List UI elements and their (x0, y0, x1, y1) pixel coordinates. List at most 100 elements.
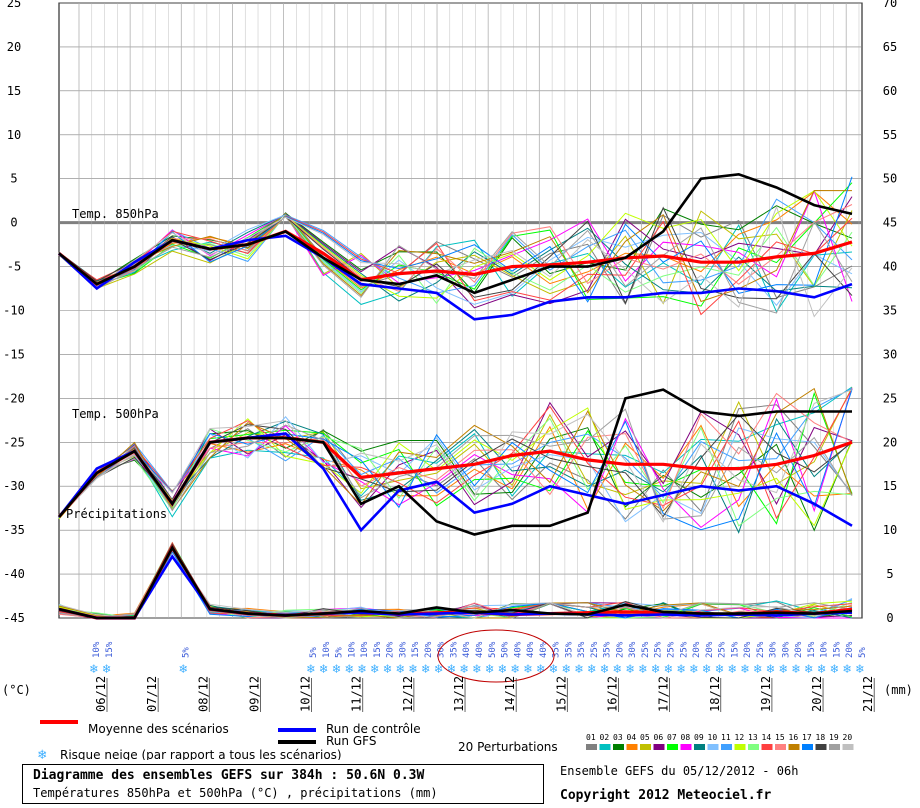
member-swatch (748, 744, 759, 750)
member-swatch (775, 744, 786, 750)
member-id-label: 09 (694, 733, 704, 742)
snow-percent-label: 20% (794, 641, 804, 658)
left-tick-label: 25 (7, 0, 21, 10)
left-tick-label: -40 (3, 567, 25, 581)
snowflake-icon: ❄ (89, 662, 98, 677)
snowflake-icon: ❄ (178, 662, 187, 677)
snowflake-icon: ❄ (702, 662, 711, 677)
right-tick-label: 10 (883, 523, 897, 537)
member-t500-line (58, 417, 853, 534)
snow-percent-label: 5% (181, 647, 191, 658)
snowflake-icon: ❄ (842, 662, 851, 677)
right-tick-label: 70 (883, 0, 897, 10)
snowflake-icon: ❄ (587, 662, 596, 677)
left-tick-label: 10 (7, 128, 21, 142)
snowflake-icon: ❄ (434, 662, 443, 677)
label-t850: Temp. 850hPa (72, 207, 159, 221)
member-t500-line (58, 386, 853, 518)
member-t500-line (58, 407, 853, 527)
member-t500-line (58, 404, 853, 520)
snow-percent-label: 5% (309, 647, 319, 658)
snow-percent-label: 15% (411, 641, 421, 658)
series-precip-line (58, 554, 853, 620)
member-t850-line (58, 198, 853, 294)
snow-percent-label: 30% (769, 641, 779, 658)
series-t500-line (58, 388, 852, 536)
x-tick-label: 14/12 (503, 676, 517, 712)
right-tick-label: 25 (883, 391, 897, 405)
snow-percent-label: 40% (526, 641, 536, 658)
footer-subtitle: Températures 850hPa et 500hPa (°C) , pré… (33, 786, 438, 800)
snowflake-icon: ❄ (817, 662, 826, 677)
snowflake-icon: ❄ (600, 662, 609, 677)
snowflake-icon: ❄ (855, 662, 864, 677)
x-axis-labels: 06/12 07/12 08/12 09/12 10/12 11/12 12/12 13/12… (94, 676, 875, 712)
snow-percent-label: 25% (756, 641, 766, 658)
snowflake-icon: ❄ (510, 662, 519, 677)
member-swatch (680, 744, 692, 750)
member-id-label: 03 (613, 733, 623, 742)
member-id-label: 13 (748, 733, 758, 742)
snow-percent-label: 30% (437, 641, 447, 658)
snow-percent-label: 25% (718, 641, 728, 658)
snowflake-icon: ❄ (549, 662, 558, 677)
right-tick-label: 45 (883, 216, 897, 230)
snowflake-icon: ❄ (421, 662, 430, 677)
legend-control: Run de contrôle (326, 722, 421, 736)
member-swatch (761, 744, 773, 750)
member-swatch (640, 744, 651, 750)
snow-percent-label: 25% (667, 641, 677, 658)
left-tick-label: -45 (3, 611, 25, 625)
snow-percent-label: 15% (730, 641, 740, 658)
left-tick-label: -30 (3, 479, 25, 493)
snow-percent-label: 20% (705, 641, 715, 658)
right-tick-label: 0 (886, 611, 893, 625)
member-t850-line (58, 176, 853, 303)
x-tick-label: 12/12 (401, 676, 415, 712)
snowflake-icon: ❄ (446, 662, 455, 677)
snow-highlight-circle (437, 629, 555, 683)
member-swatch (586, 744, 597, 750)
member-id-label: 12 (735, 733, 745, 742)
snowflake-icon: ❄ (676, 662, 685, 677)
snow-percent-label: 20% (845, 641, 855, 658)
snow-percent-label: 20% (743, 641, 753, 658)
snow-percent-label: 15% (832, 641, 842, 658)
member-t850-line (58, 189, 853, 303)
member-swatch (694, 744, 705, 750)
legend-gfs: Run GFS (326, 734, 376, 748)
snow-percent-label: 5% (335, 647, 345, 658)
member-id-label: 18 (816, 733, 826, 742)
snowflake-icon: ❄ (523, 662, 532, 677)
main-series (57, 172, 853, 620)
snowflake-icon: ❄ (574, 662, 583, 677)
x-tick-label: 10/12 (299, 676, 313, 712)
x-tick-label: 21/12 (861, 676, 875, 712)
snow-percent-label: 10% (820, 641, 830, 658)
axis-ticks: 2520151050-5-10-15-20-25-30-35-40-457065… (3, 0, 897, 625)
snow-percent-label: 20% (692, 641, 702, 658)
member-legend: 01 02 03 04 05 06 07 08 09 10 11 12 13 14 15 16 17 18 19 20 (586, 733, 854, 750)
right-tick-label: 55 (883, 128, 897, 142)
snowflake-icon: ❄ (651, 662, 660, 677)
snowflake-icon: ❄ (102, 662, 111, 677)
member-t850-line (58, 196, 853, 309)
member-t500-line (58, 389, 853, 523)
member-id-label: 01 (586, 733, 596, 742)
x-tick-label: 16/12 (605, 676, 619, 712)
member-t850-line (58, 204, 853, 292)
snow-percent-label: 10% (360, 641, 370, 658)
snowflake-icon: ❄ (306, 662, 315, 677)
snow-percent-label: 35% (577, 641, 587, 658)
member-swatch (613, 744, 624, 750)
member-t500-line (58, 387, 853, 520)
snowflake-icon: ❄ (753, 662, 762, 677)
right-tick-label: 30 (883, 347, 897, 361)
member-swatch (815, 744, 827, 750)
member-swatch (653, 744, 665, 750)
x-tick-label: 06/12 (94, 676, 108, 712)
x-tick-label: 20/12 (810, 676, 824, 712)
member-t500-line (58, 388, 853, 520)
snow-percent-label: 50% (488, 641, 498, 658)
x-tick-label: 07/12 (145, 676, 159, 712)
